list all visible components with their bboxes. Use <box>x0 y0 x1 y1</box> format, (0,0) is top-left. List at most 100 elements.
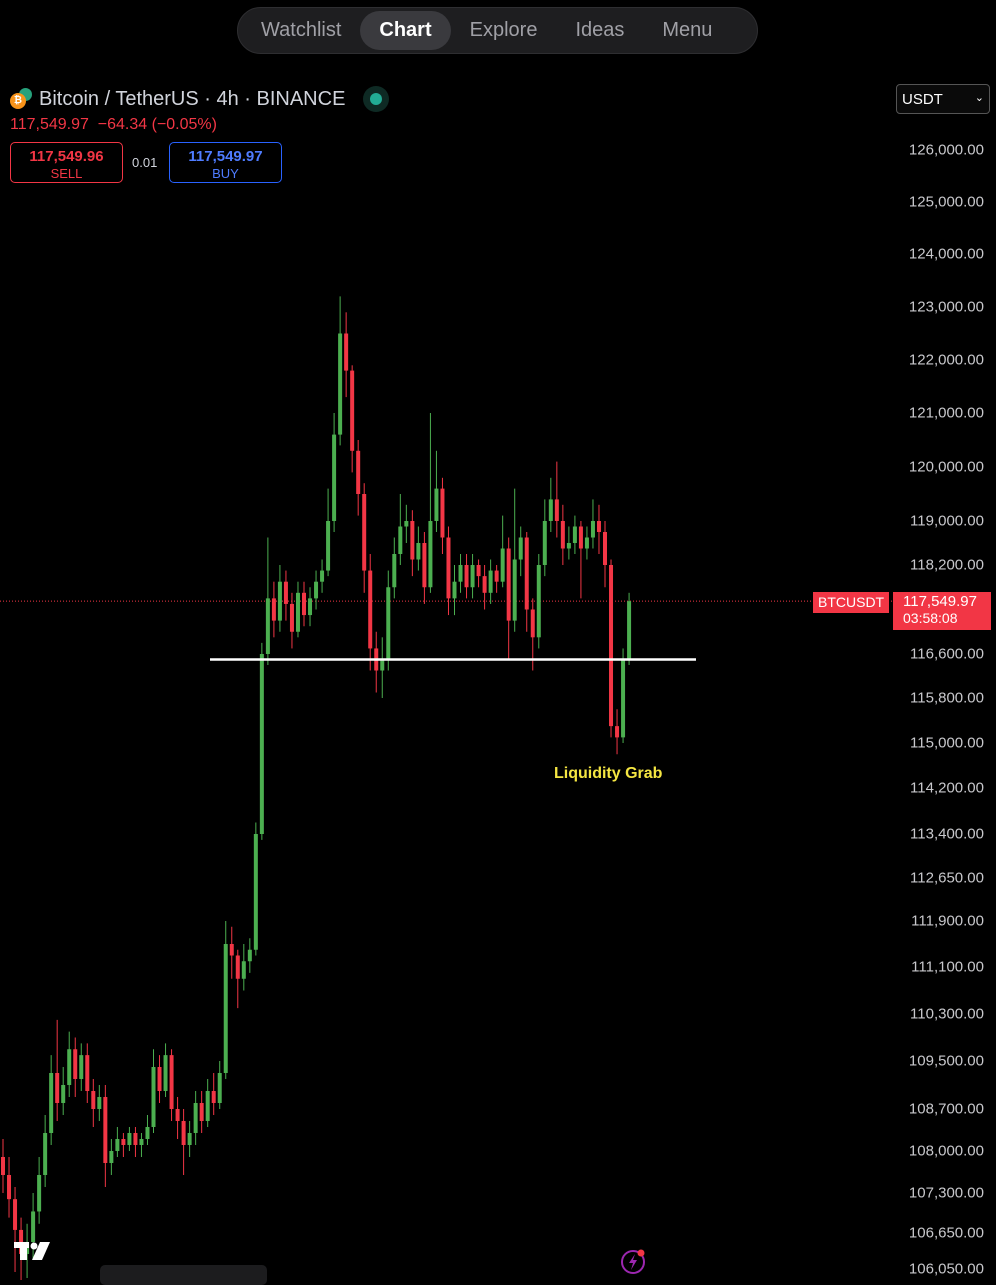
y-tick-label: 114,200.00 <box>910 779 984 797</box>
candle-body <box>428 521 433 588</box>
candle <box>271 581 276 638</box>
candle-body <box>175 1109 180 1121</box>
candle <box>187 1121 192 1157</box>
candle <box>464 554 469 599</box>
candle-body <box>79 1055 84 1079</box>
candle-body <box>302 592 306 616</box>
sell-button[interactable]: 117,549.96 SELL <box>10 142 123 183</box>
candle <box>121 1133 126 1157</box>
candle <box>368 554 373 671</box>
candle-body <box>452 581 457 599</box>
candle <box>566 526 571 560</box>
tab-chart[interactable]: Chart <box>360 11 451 50</box>
candle <box>314 570 319 610</box>
y-tick-label: 111,100.00 <box>911 958 984 976</box>
candle-body <box>572 526 577 543</box>
tradingview-logo-icon[interactable] <box>14 1240 52 1262</box>
candle-body <box>277 581 282 621</box>
candle-body <box>356 450 361 494</box>
candle-body <box>91 1091 96 1109</box>
y-tick-label: 118,200.00 <box>910 556 984 574</box>
candle <box>416 526 421 571</box>
candle-body <box>157 1067 162 1091</box>
candle <box>277 565 282 632</box>
candle <box>7 1157 12 1218</box>
candle <box>217 1061 222 1109</box>
candle-body <box>259 654 264 834</box>
candle-body <box>31 1211 36 1242</box>
candle-body <box>127 1133 132 1145</box>
candle-body <box>560 521 565 549</box>
candle <box>548 477 553 532</box>
candle-body <box>121 1139 126 1145</box>
tab-ideas[interactable]: Ideas <box>575 19 625 41</box>
candle-body <box>488 570 493 593</box>
candle-body <box>362 494 367 571</box>
y-tick-label: 115,800.00 <box>910 689 984 707</box>
candle-body <box>235 955 240 979</box>
candle <box>103 1085 108 1187</box>
lightning-icon[interactable] <box>620 1247 648 1275</box>
candle <box>494 565 499 593</box>
candle <box>554 461 559 538</box>
bottom-toolbar[interactable] <box>100 1265 267 1285</box>
last-price-label: 117,549.97 03:58:08 <box>893 592 991 630</box>
tab-explore[interactable]: Explore <box>469 19 538 41</box>
candle-body <box>253 834 258 950</box>
candle <box>615 709 620 755</box>
candle <box>151 1049 156 1133</box>
candle-body <box>67 1049 72 1085</box>
candle <box>428 413 433 593</box>
candle <box>320 559 325 593</box>
candle-body <box>151 1067 156 1127</box>
candle-body <box>187 1133 192 1145</box>
candle-body <box>265 598 270 654</box>
y-tick-label: 123,000.00 <box>908 298 984 316</box>
y-tick-label: 111,900.00 <box>911 912 984 930</box>
candle-body <box>621 659 626 738</box>
tab-menu[interactable]: Menu <box>662 19 713 41</box>
candle-body <box>37 1175 42 1212</box>
buy-button[interactable]: 117,549.97 BUY <box>169 142 282 183</box>
candle-body <box>7 1175 12 1200</box>
candle-body <box>49 1073 54 1133</box>
candle <box>458 554 463 593</box>
candle <box>13 1187 18 1272</box>
candle <box>446 526 451 616</box>
y-tick-label: 116,600.00 <box>910 645 984 663</box>
candle <box>55 1019 60 1121</box>
candle <box>603 521 607 588</box>
candle <box>163 1043 168 1097</box>
candle <box>500 515 505 588</box>
candle-body <box>470 565 475 588</box>
y-tick-label: 121,000.00 <box>908 404 984 422</box>
candle-body <box>145 1127 150 1139</box>
candle-body <box>163 1055 168 1091</box>
tab-watchlist[interactable]: Watchlist <box>261 19 342 41</box>
symbol-header[interactable]: ₿ Bitcoin / TetherUS · 4h · BINANCE <box>10 86 390 112</box>
y-tick-label: 106,050.00 <box>908 1260 984 1278</box>
candle-body <box>494 570 499 582</box>
candle <box>506 537 511 660</box>
candle-body <box>169 1055 174 1109</box>
candle <box>609 559 614 738</box>
candle <box>524 532 529 632</box>
candle-body <box>548 499 553 521</box>
candle-body <box>416 543 421 560</box>
candle-body <box>61 1085 66 1103</box>
candle-body <box>458 565 463 582</box>
candle <box>380 637 385 698</box>
candle <box>386 570 391 671</box>
candle-body <box>13 1199 18 1230</box>
candle-body <box>326 521 331 571</box>
currency-select[interactable]: USDT ⌄ <box>896 84 990 114</box>
candle <box>211 1073 216 1115</box>
y-tick-label: 108,000.00 <box>908 1142 984 1160</box>
candle-body <box>115 1139 120 1151</box>
y-tick-label: 119,000.00 <box>910 512 984 530</box>
annotation-liquidity-grab[interactable]: Liquidity Grab <box>554 765 663 782</box>
candle <box>578 521 583 599</box>
candle <box>344 312 349 398</box>
candle <box>157 1055 162 1103</box>
